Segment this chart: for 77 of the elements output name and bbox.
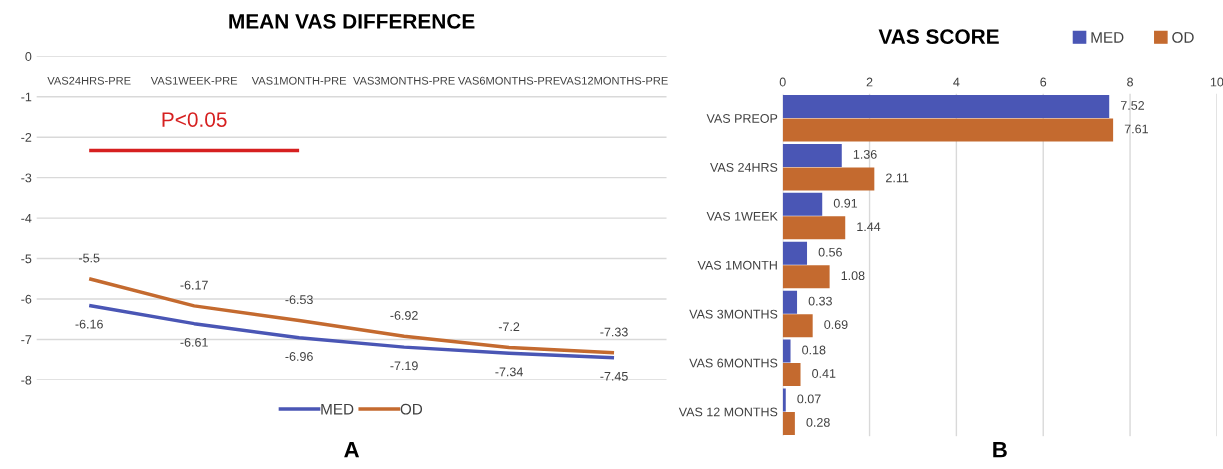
chart-title: MEAN VAS DIFFERENCE bbox=[229, 13, 475, 29]
data-label: -6.92 bbox=[390, 310, 418, 320]
y-tick-label: -4 bbox=[21, 214, 32, 223]
legend-label: MED bbox=[1091, 32, 1124, 43]
data-label: 0.69 bbox=[824, 320, 848, 329]
data-label: 7.61 bbox=[1124, 124, 1148, 134]
y-tick-label: -6 bbox=[21, 294, 32, 304]
text: B bbox=[993, 442, 1007, 458]
legend-label: MED bbox=[321, 403, 354, 415]
data-label: -6.53 bbox=[285, 295, 313, 305]
data-label: 0.28 bbox=[806, 417, 830, 427]
chart-title: VAS SCORE bbox=[878, 29, 999, 45]
text: A bbox=[344, 442, 360, 458]
x-tick-label: VAS12MONTHS-PRE bbox=[559, 76, 668, 85]
bar bbox=[782, 388, 786, 412]
data-label: 0.07 bbox=[797, 394, 821, 404]
y-tick-label: -7 bbox=[21, 335, 32, 344]
data-label: -6.61 bbox=[180, 337, 208, 347]
x-tick-label: 2 bbox=[866, 77, 873, 87]
bar bbox=[782, 314, 813, 338]
data-label: 7.52 bbox=[1120, 101, 1145, 110]
y-tick-label: VAS 24HRS bbox=[710, 162, 778, 172]
y-tick-label: -5 bbox=[21, 254, 32, 264]
x-tick-label: 10 bbox=[1210, 77, 1223, 87]
data-label: -6.17 bbox=[180, 280, 208, 290]
y-tick-label: VAS PREOP bbox=[706, 114, 778, 123]
x-tick-label: VAS6MONTHS-PRE bbox=[457, 76, 560, 85]
data-label: -7.45 bbox=[600, 371, 628, 381]
annotation: P<0.05 bbox=[162, 112, 227, 127]
bar bbox=[782, 95, 1110, 119]
bar bbox=[782, 241, 808, 265]
y-tick-label: -3 bbox=[21, 173, 32, 183]
legend-label: OD bbox=[400, 403, 423, 415]
data-label: 1.44 bbox=[857, 222, 881, 232]
data-label: 0.41 bbox=[812, 369, 836, 378]
x-tick-label: VAS1MONTH-PRE bbox=[251, 76, 347, 85]
bar bbox=[782, 118, 1114, 142]
bar bbox=[782, 216, 846, 240]
data-label: -7.34 bbox=[495, 367, 523, 377]
bar bbox=[782, 339, 791, 363]
bar bbox=[782, 167, 875, 191]
x-tick-label: 4 bbox=[953, 77, 960, 87]
data-label: 0.33 bbox=[808, 296, 832, 306]
data-label: -7.19 bbox=[390, 361, 418, 371]
bar bbox=[782, 411, 795, 435]
data-label: -7.2 bbox=[498, 322, 520, 332]
x-tick-label: VAS1WEEK-PRE bbox=[150, 76, 238, 85]
x-tick-label: VAS24HRS-PRE bbox=[47, 76, 131, 85]
bar bbox=[782, 363, 801, 387]
data-label: -6.96 bbox=[285, 352, 313, 361]
bar bbox=[782, 143, 842, 167]
bar bbox=[782, 192, 823, 216]
legend-label: OD bbox=[1172, 31, 1194, 43]
y-tick-label: -8 bbox=[21, 375, 32, 385]
y-tick-label: VAS 1WEEK bbox=[706, 211, 778, 221]
x-tick-label: 6 bbox=[1040, 77, 1047, 87]
data-label: -7.33 bbox=[600, 327, 628, 337]
data-label: 0.18 bbox=[802, 345, 826, 355]
bar bbox=[782, 265, 830, 289]
data-label: 2.11 bbox=[886, 173, 909, 183]
data-label: 0.56 bbox=[818, 247, 842, 257]
y-tick-label: VAS 6MONTHS bbox=[689, 358, 778, 368]
x-tick-label: VAS3MONTHS-PRE bbox=[353, 76, 455, 85]
data-label: -6.16 bbox=[75, 319, 103, 329]
y-tick-label: VAS 3MONTHS bbox=[689, 309, 778, 319]
data-label: -5.5 bbox=[78, 253, 100, 263]
x-tick-label: 0 bbox=[779, 77, 786, 87]
data-label: 1.36 bbox=[853, 149, 877, 159]
x-tick-label: 8 bbox=[1127, 77, 1133, 87]
data-label: 0.91 bbox=[833, 198, 858, 208]
y-tick-label: -1 bbox=[21, 92, 32, 102]
y-tick-label: -2 bbox=[21, 132, 32, 142]
y-tick-label: 0 bbox=[25, 52, 32, 61]
y-tick-label: VAS 1MONTH bbox=[697, 260, 777, 270]
y-tick-label: VAS 12 MONTHS bbox=[678, 407, 778, 417]
data-label: 1.08 bbox=[841, 271, 865, 281]
bar bbox=[782, 290, 798, 314]
